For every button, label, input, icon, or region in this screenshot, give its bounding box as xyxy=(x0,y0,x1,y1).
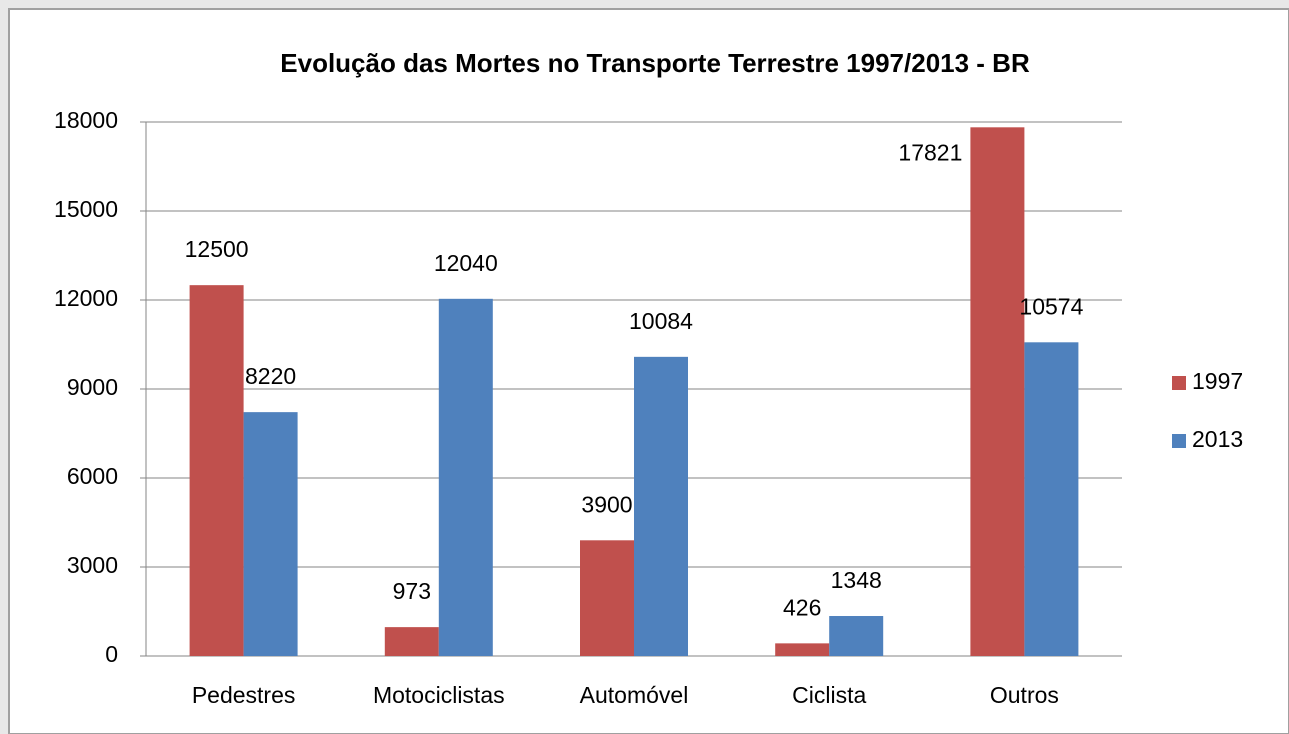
data-label: 12500 xyxy=(185,236,249,262)
y-tick-label: 3000 xyxy=(67,552,118,578)
bar xyxy=(775,643,830,656)
bar xyxy=(1024,342,1079,656)
y-tick-label: 15000 xyxy=(54,196,118,222)
bar xyxy=(243,412,298,656)
data-label: 1348 xyxy=(831,567,882,593)
data-label: 10574 xyxy=(1019,293,1083,319)
x-tick-label: Motociclistas xyxy=(373,682,505,708)
bar xyxy=(438,298,493,656)
legend-swatch xyxy=(1172,434,1186,448)
y-tick-label: 0 xyxy=(105,641,118,667)
legend-label: 1997 xyxy=(1192,368,1243,394)
chart-title: Evolução das Mortes no Transporte Terres… xyxy=(280,48,1030,78)
bar xyxy=(384,627,439,656)
bar xyxy=(580,540,634,656)
data-label: 12040 xyxy=(434,250,498,276)
data-label: 17821 xyxy=(898,139,962,165)
data-label: 8220 xyxy=(245,363,296,389)
bar xyxy=(829,616,884,656)
data-label: 3900 xyxy=(581,491,632,517)
y-tick-label: 9000 xyxy=(67,374,118,400)
x-tick-label: Pedestres xyxy=(192,682,296,708)
y-tick-label: 6000 xyxy=(67,463,118,489)
bar xyxy=(634,356,688,656)
x-tick-label: Automóvel xyxy=(580,682,689,708)
legend-label: 2013 xyxy=(1192,426,1243,452)
data-label: 973 xyxy=(393,578,431,604)
legend-swatch xyxy=(1172,376,1186,390)
bar xyxy=(189,285,244,656)
data-label: 10084 xyxy=(629,308,693,334)
data-label: 426 xyxy=(783,594,821,620)
y-tick-label: 18000 xyxy=(54,107,118,133)
x-tick-label: Outros xyxy=(990,682,1059,708)
x-tick-label: Ciclista xyxy=(792,682,866,708)
y-tick-label: 12000 xyxy=(54,285,118,311)
bar xyxy=(970,127,1025,657)
